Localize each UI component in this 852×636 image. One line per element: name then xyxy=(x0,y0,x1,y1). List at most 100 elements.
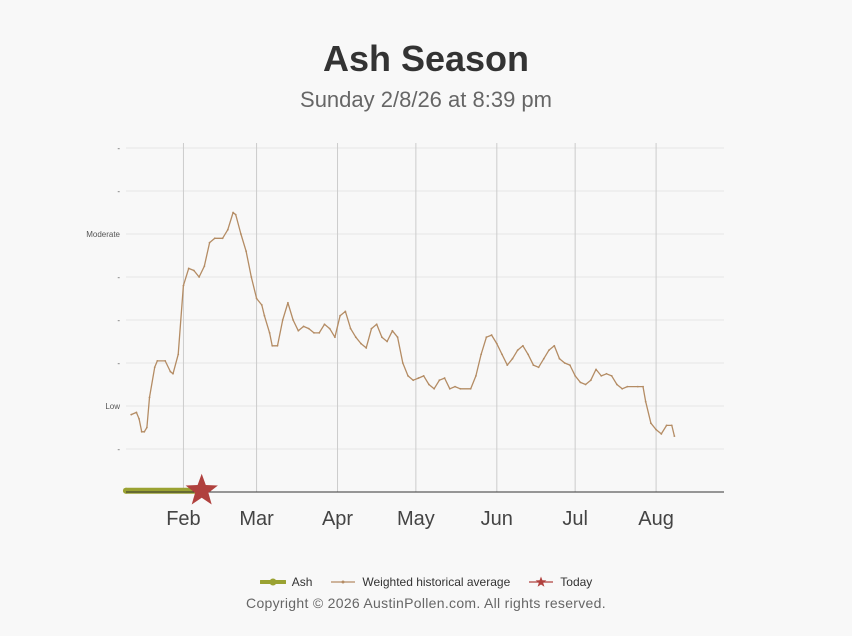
average-point xyxy=(610,375,613,377)
average-point xyxy=(182,284,185,287)
x-tick-label: Feb xyxy=(166,508,200,530)
vertical-gridlines xyxy=(182,143,657,492)
average-point xyxy=(506,364,509,367)
average-point xyxy=(386,340,389,343)
x-tick-label: Apr xyxy=(322,508,353,530)
average-point xyxy=(475,375,477,377)
average-point xyxy=(600,375,603,377)
legend-item-ash[interactable]: Ash xyxy=(259,575,312,589)
y-axis-ticks: - Low - - - Moderate - - xyxy=(86,144,120,454)
average-point xyxy=(537,366,540,369)
average-point xyxy=(490,334,493,336)
y-tick-label: Low xyxy=(105,402,120,411)
average-point xyxy=(187,267,190,270)
average-point xyxy=(203,265,206,268)
average-point xyxy=(495,342,498,345)
average-point xyxy=(172,372,174,375)
y-tick-label: - xyxy=(117,445,120,454)
average-point xyxy=(318,332,321,334)
average-point xyxy=(287,301,289,304)
average-point xyxy=(213,237,216,240)
average-point xyxy=(616,383,618,386)
average-point xyxy=(443,377,446,379)
average-point xyxy=(250,276,253,278)
average-point xyxy=(281,319,284,321)
average-point xyxy=(263,314,266,317)
average-point xyxy=(198,276,201,278)
x-tick-label: Jun xyxy=(481,508,513,530)
x-axis-ticks: Feb Mar Apr May Jun Jul Aug xyxy=(166,508,674,530)
average-point xyxy=(579,381,582,384)
average-point xyxy=(365,347,368,349)
legend-item-average[interactable]: Weighted historical average xyxy=(330,575,510,589)
average-point xyxy=(302,325,305,328)
chart-subtitle: Sunday 2/8/26 at 8:39 pm xyxy=(300,87,552,112)
average-point xyxy=(239,233,242,235)
average-point xyxy=(448,387,451,390)
average-point xyxy=(649,422,652,425)
average-point xyxy=(232,211,234,214)
average-point xyxy=(276,344,279,347)
average-point xyxy=(130,413,133,416)
average-point xyxy=(354,336,357,339)
average-point xyxy=(485,336,488,339)
legend-item-today[interactable]: Today xyxy=(528,575,592,589)
average-point xyxy=(370,327,373,330)
average-point xyxy=(660,433,663,435)
ash-line-dot-icon xyxy=(259,578,286,586)
copyright-notice: Copyright © 2026 AustinPollen.com. All r… xyxy=(246,595,606,611)
average-point xyxy=(271,344,274,347)
average-point xyxy=(245,250,248,253)
average-point xyxy=(344,310,347,313)
x-tick-label: Jul xyxy=(562,508,588,530)
average-point xyxy=(636,385,639,388)
marker-layer xyxy=(185,473,218,505)
average-point xyxy=(433,387,436,390)
average-point xyxy=(381,336,383,339)
average-point xyxy=(323,323,326,326)
average-point xyxy=(548,349,550,351)
average-point xyxy=(391,329,394,332)
series-line-weighted-historical-average xyxy=(130,211,676,437)
average-point xyxy=(138,418,140,420)
average-point xyxy=(558,357,561,360)
average-point xyxy=(396,336,399,339)
average-point xyxy=(454,385,456,388)
average-point xyxy=(156,359,159,362)
average-point xyxy=(268,332,271,334)
average-point xyxy=(417,377,420,379)
average-point xyxy=(169,370,172,373)
y-tick-label: Moderate xyxy=(86,230,120,239)
average-point xyxy=(459,387,462,390)
average-point xyxy=(297,329,300,332)
average-point xyxy=(532,364,535,367)
average-point xyxy=(208,241,211,244)
average-point xyxy=(516,349,519,351)
average-point xyxy=(339,314,342,317)
today-star-marker[interactable] xyxy=(185,473,218,505)
star-icon xyxy=(529,576,554,587)
average-point xyxy=(260,304,263,306)
x-tick-label: Aug xyxy=(638,508,674,530)
x-tick-label: Mar xyxy=(239,508,274,530)
y-tick-label: - xyxy=(117,187,120,196)
average-point xyxy=(626,385,629,388)
x-tick-label: May xyxy=(397,508,435,530)
average-point xyxy=(135,411,138,414)
average-point xyxy=(621,387,624,390)
average-point xyxy=(143,430,146,433)
average-point xyxy=(589,379,592,382)
average-line-icon xyxy=(331,580,356,584)
y-tick-label: - xyxy=(117,273,120,282)
average-point xyxy=(501,353,503,356)
average-point xyxy=(511,357,514,360)
average-point xyxy=(234,213,237,216)
average-point xyxy=(221,237,224,240)
average-point xyxy=(553,344,556,347)
average-point xyxy=(334,336,336,339)
average-point xyxy=(522,344,524,347)
average-point xyxy=(255,297,258,300)
average-point xyxy=(164,359,167,362)
average-point xyxy=(595,368,597,371)
